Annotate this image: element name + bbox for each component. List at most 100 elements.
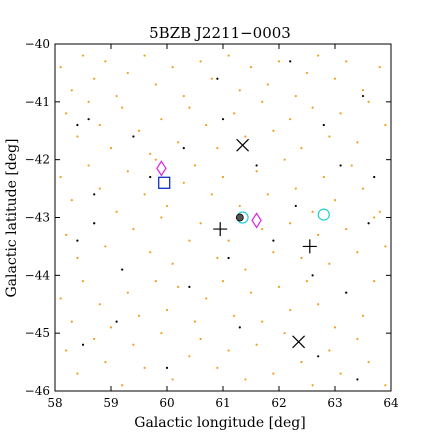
background-source-point	[59, 297, 62, 300]
plot-frame	[54, 43, 392, 392]
background-source-point	[311, 384, 314, 387]
catalog-source-point	[182, 147, 185, 150]
background-source-point	[339, 372, 342, 375]
background-source-point	[188, 355, 191, 358]
catalog-source-point	[165, 366, 169, 369]
background-source-point	[93, 337, 96, 341]
background-source-point	[76, 372, 79, 375]
y-axis-label: Galactic latitude [deg]	[4, 139, 20, 298]
background-source-point	[59, 175, 62, 179]
x-tick-label: 58	[47, 396, 62, 410]
background-source-point	[221, 280, 225, 283]
background-source-point	[143, 366, 146, 369]
background-source-point	[249, 291, 253, 294]
background-source-point	[149, 152, 152, 155]
catalog-source-point	[255, 164, 258, 167]
background-source-point	[199, 222, 202, 225]
background-source-point	[255, 343, 258, 346]
catalog-source-point	[132, 135, 135, 138]
background-source-point	[132, 227, 135, 231]
background-source-point	[227, 239, 230, 242]
background-source-point	[160, 216, 163, 219]
circle-marker	[317, 208, 330, 221]
background-source-point	[177, 285, 180, 288]
background-source-point	[160, 118, 163, 121]
background-source-point	[154, 158, 157, 161]
catalog-source-point	[345, 291, 348, 294]
background-source-point	[199, 60, 202, 63]
plot-area	[59, 54, 387, 387]
background-source-point	[104, 60, 107, 63]
background-source-point	[171, 378, 174, 381]
square-marker	[158, 176, 171, 189]
background-source-point	[126, 71, 129, 75]
background-source-point	[384, 245, 387, 248]
background-source-point	[244, 378, 247, 381]
background-source-point	[115, 210, 118, 213]
background-source-point	[160, 332, 163, 335]
background-source-point	[65, 112, 68, 115]
background-source-point	[87, 164, 90, 167]
background-source-point	[233, 112, 236, 115]
background-source-point	[93, 77, 96, 80]
background-source-point	[272, 372, 275, 375]
background-source-point	[98, 303, 101, 306]
background-source-point	[165, 204, 169, 208]
plus-marker	[213, 222, 228, 237]
background-source-point	[199, 337, 202, 341]
background-source-point	[70, 199, 73, 202]
catalog-source-point	[373, 175, 376, 179]
background-source-point	[109, 147, 113, 150]
background-source-point	[378, 66, 381, 69]
background-source-point	[165, 308, 169, 312]
x-tick-label: 62	[271, 396, 286, 410]
background-source-point	[233, 314, 236, 317]
catalog-source-point	[115, 320, 118, 323]
background-source-point	[367, 360, 370, 364]
background-source-point	[193, 320, 197, 323]
background-source-point	[317, 303, 320, 306]
x-tick-label: 64	[383, 396, 399, 410]
background-source-point	[216, 366, 219, 369]
background-source-point	[65, 349, 68, 352]
background-source-point	[300, 360, 303, 364]
background-source-point	[126, 170, 129, 173]
catalog-source-point	[188, 285, 191, 288]
background-source-point	[367, 100, 370, 103]
catalog-source-point	[272, 239, 275, 242]
background-source-point	[177, 141, 180, 144]
catalog-source-point	[361, 94, 365, 98]
background-source-point	[59, 66, 62, 69]
background-source-point	[244, 135, 247, 138]
background-source-point	[378, 210, 381, 213]
background-source-point	[289, 222, 292, 225]
y-tick-label: −42	[25, 153, 50, 167]
background-source-point	[149, 251, 152, 254]
diamond-marker	[156, 160, 167, 177]
catalog-source-point	[289, 60, 292, 63]
x-tick-label: 60	[159, 396, 174, 410]
background-source-point	[171, 262, 174, 265]
y-tick-label: −41	[25, 95, 50, 109]
catalog-source-point	[93, 193, 96, 196]
background-source-point	[227, 349, 230, 352]
background-source-point	[238, 89, 241, 92]
background-source-point	[255, 170, 258, 173]
catalog-source-point	[216, 77, 219, 80]
catalog-source-point	[87, 118, 90, 121]
background-source-point	[227, 54, 230, 57]
background-source-point	[121, 384, 124, 387]
background-source-point	[384, 384, 387, 387]
y-tick-label: −46	[25, 384, 50, 398]
background-source-point	[143, 54, 146, 57]
background-source-point	[109, 326, 113, 329]
background-source-point	[333, 199, 337, 202]
y-tick-label: −44	[25, 268, 51, 282]
catalog-source-point	[81, 343, 85, 346]
background-source-point	[81, 280, 85, 283]
background-source-point	[182, 94, 185, 98]
background-source-point	[70, 89, 73, 92]
background-source-point	[70, 320, 73, 323]
background-source-point	[98, 123, 101, 127]
